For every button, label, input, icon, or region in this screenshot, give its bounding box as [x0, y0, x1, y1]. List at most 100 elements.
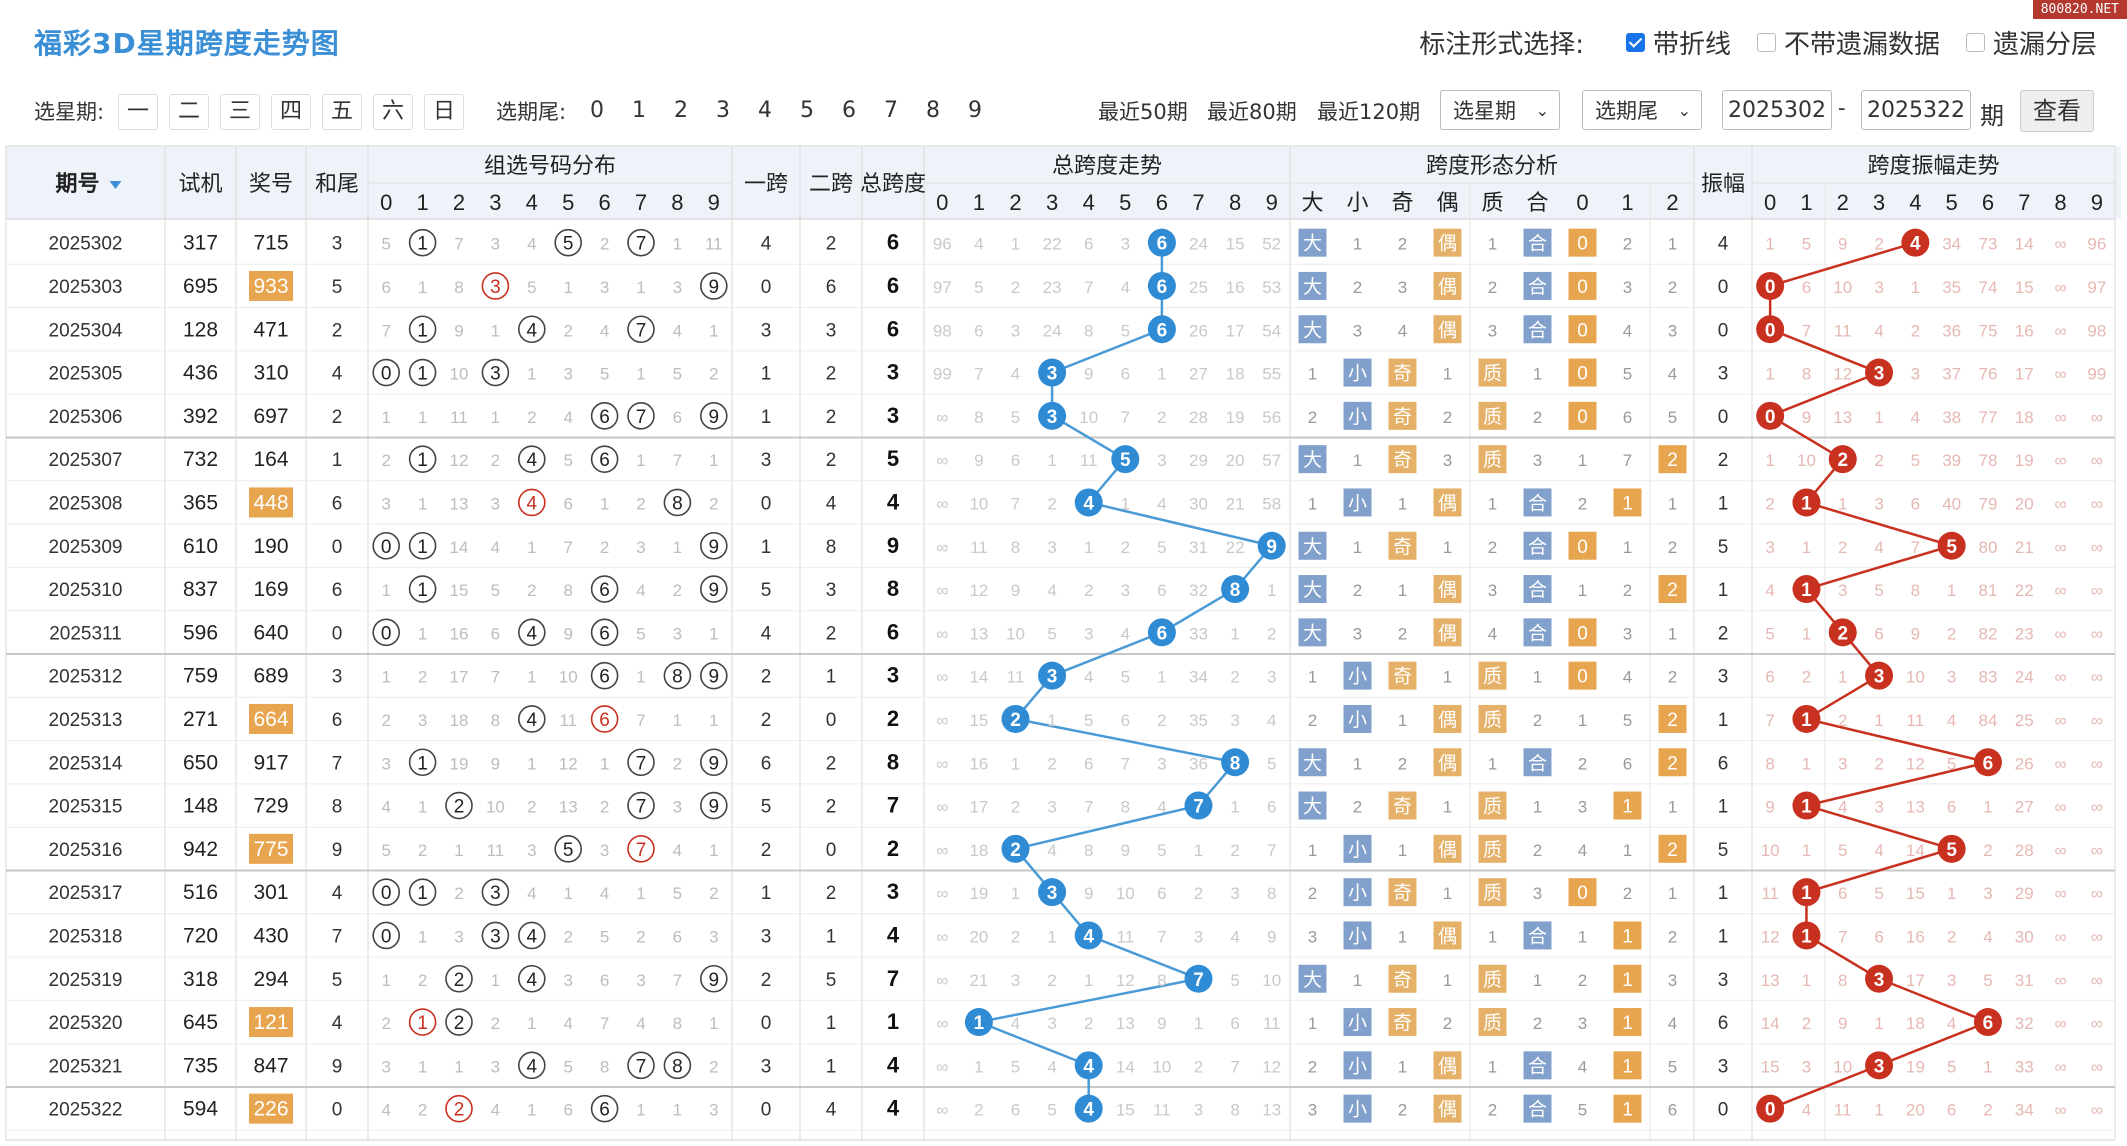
- amp-omission: ∞: [2054, 971, 2066, 990]
- week-select[interactable]: 选星期 ⌄: [1440, 90, 1560, 130]
- shape-label: 奇: [1393, 363, 1412, 385]
- weekday-button-thu[interactable]: 四: [271, 94, 311, 130]
- cell-total-span: 5: [887, 446, 899, 471]
- start-issue-input[interactable]: 2025302: [1722, 90, 1832, 130]
- cell-sum-tail: 0: [332, 1100, 343, 1121]
- shape-cell: [1613, 488, 1642, 517]
- amp-omission: ∞: [2091, 581, 2103, 600]
- span-omission: 11: [1263, 1014, 1281, 1033]
- tail-button-4[interactable]: 4: [758, 98, 772, 123]
- recent-80-link[interactable]: 最近80期: [1207, 100, 1297, 124]
- weekday-button-sun[interactable]: 日: [424, 94, 464, 130]
- weekday-button-wed[interactable]: 三: [220, 94, 260, 130]
- span-omission: 8: [1157, 971, 1166, 990]
- dist-omission: 1: [636, 1101, 645, 1120]
- tail-select[interactable]: 选期尾 ⌄: [1582, 90, 1702, 130]
- checkbox-no-omission[interactable]: [1756, 33, 1776, 52]
- option-layer[interactable]: 遗漏分层: [1965, 24, 2097, 61]
- tail-button-6[interactable]: 6: [842, 98, 856, 123]
- amp-omission: 8: [1802, 365, 1811, 384]
- shape-label: 大: [1303, 622, 1322, 644]
- shape-label: 合: [1528, 319, 1547, 341]
- shape-label: 偶: [1438, 492, 1457, 514]
- shape-omission: 2: [1443, 1014, 1452, 1033]
- tail-button-1[interactable]: 1: [632, 98, 646, 123]
- weekday-button-tue[interactable]: 二: [169, 94, 209, 130]
- cell-sum-tail: 3: [332, 234, 343, 255]
- amp-omission: ∞: [2054, 1057, 2066, 1076]
- shape-cell: [1478, 791, 1507, 820]
- dist-ball: [590, 1094, 619, 1123]
- option-no-omission[interactable]: 不带遗漏数据: [1756, 24, 1940, 61]
- dist-digit: 6: [599, 710, 610, 731]
- amp-omission: 15: [1761, 1057, 1780, 1076]
- weekday-button-mon[interactable]: 一: [118, 94, 158, 130]
- recent-120-link[interactable]: 最近120期: [1317, 100, 1421, 124]
- shape-cell: [1523, 228, 1552, 257]
- cell-span2: 3: [826, 320, 837, 341]
- cell-span2: 6: [826, 277, 837, 298]
- amp-omission: 1: [1874, 408, 1883, 427]
- dist-ball: [663, 661, 692, 690]
- span-omission: 6: [1157, 884, 1166, 903]
- span-omission: 10: [1079, 408, 1098, 427]
- dist-digit: 8: [672, 493, 683, 514]
- header-digit: 8: [671, 190, 683, 215]
- shape-label: 小: [1348, 363, 1367, 385]
- end-issue-input[interactable]: 2025322: [1861, 90, 1971, 130]
- span-omission: 55: [1262, 365, 1281, 384]
- span-omission: 27: [1189, 365, 1208, 384]
- dist-omission: 3: [600, 278, 609, 297]
- cell-span1: 6: [761, 753, 772, 774]
- tail-button-7[interactable]: 7: [884, 98, 898, 123]
- amp-ball: [1792, 921, 1821, 950]
- weekday-button-fri[interactable]: 五: [322, 94, 362, 130]
- amp-omission: 2: [1802, 1014, 1811, 1033]
- query-button[interactable]: 查看: [2020, 90, 2094, 132]
- watermark: 800820.NET: [2032, 0, 2127, 19]
- span-omission: 8: [1267, 884, 1276, 903]
- amp-omission: 4: [1874, 538, 1883, 557]
- tail-button-8[interactable]: 8: [926, 98, 940, 123]
- option-polyline[interactable]: 带折线: [1625, 24, 1731, 61]
- recent-50-link[interactable]: 最近50期: [1098, 100, 1188, 124]
- checkbox-polyline[interactable]: [1625, 33, 1645, 52]
- span-ball-digit: 8: [1230, 753, 1241, 774]
- tail-button-5[interactable]: 5: [800, 98, 814, 123]
- span-omission: 1: [1047, 451, 1056, 470]
- shape-cell: [1613, 964, 1642, 993]
- dist-omission: 2: [600, 235, 609, 254]
- span-omission: 9: [1084, 365, 1093, 384]
- week-select-value: 选星期: [1453, 99, 1516, 123]
- shape-omission: 1: [1308, 841, 1317, 860]
- dist-omission: 1: [418, 798, 427, 817]
- span-ball-digit: 6: [1157, 623, 1168, 644]
- amp-omission: 2: [1838, 538, 1847, 557]
- checkbox-layer[interactable]: [1965, 33, 1985, 52]
- tail-button-9[interactable]: 9: [968, 98, 982, 123]
- dist-digit: 4: [527, 926, 538, 947]
- span-ball: [1001, 704, 1030, 733]
- shape-label: 2: [1667, 580, 1678, 601]
- span-omission: 2: [1157, 711, 1166, 730]
- dist-omission: 7: [600, 1014, 609, 1033]
- cell-span1: 2: [761, 710, 772, 731]
- cell-amplitude: 1: [1718, 710, 1729, 731]
- amp-omission: ∞: [2054, 321, 2066, 340]
- weekday-button-sat[interactable]: 六: [373, 94, 413, 130]
- shape-omission: 1: [1353, 971, 1362, 990]
- tail-button-3[interactable]: 3: [716, 98, 730, 123]
- dist-ball: [663, 488, 692, 517]
- tail-button-0[interactable]: 0: [590, 98, 604, 123]
- span-omission: ∞: [936, 754, 948, 773]
- dist-ball: [408, 531, 437, 560]
- span-omission: 58: [1262, 494, 1281, 513]
- amp-ball: [1792, 575, 1821, 604]
- cell-amplitude: 1: [1718, 493, 1729, 514]
- cell-prize: 121: [253, 1011, 288, 1034]
- tail-button-2[interactable]: 2: [674, 98, 688, 123]
- span-omission: 7: [1121, 754, 1130, 773]
- dist-omission: 2: [527, 581, 536, 600]
- shape-label: 质: [1483, 1012, 1502, 1034]
- span-omission: ∞: [936, 1014, 948, 1033]
